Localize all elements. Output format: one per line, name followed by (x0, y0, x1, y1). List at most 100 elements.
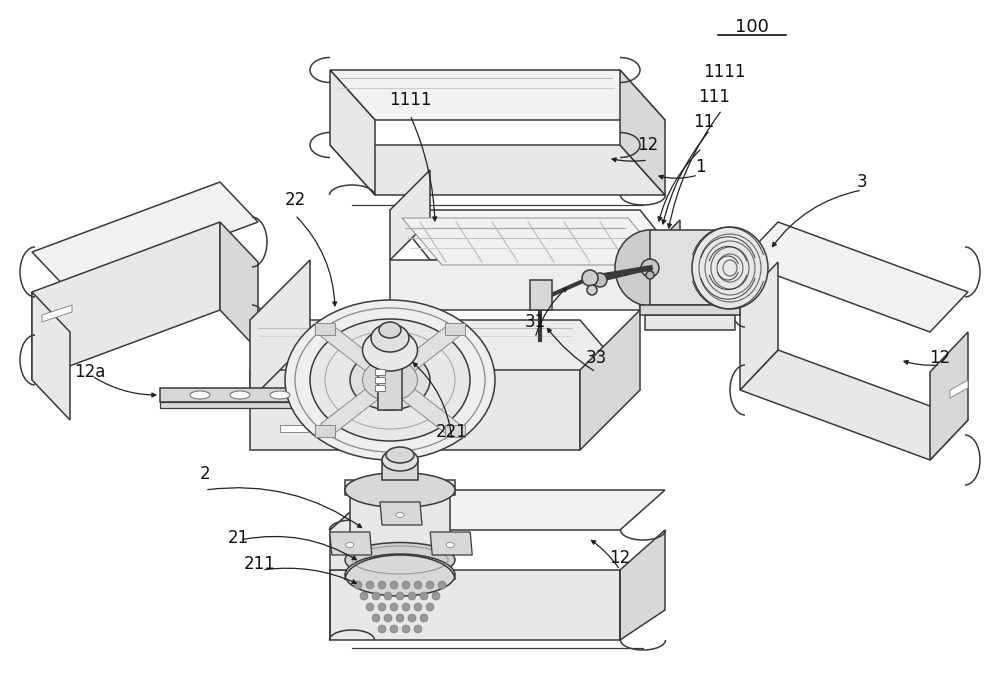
Polygon shape (345, 480, 455, 495)
Polygon shape (280, 425, 308, 432)
FancyArrowPatch shape (591, 541, 618, 568)
Polygon shape (530, 280, 552, 310)
Polygon shape (250, 370, 580, 450)
Polygon shape (330, 70, 375, 195)
Polygon shape (340, 425, 368, 432)
Ellipse shape (230, 391, 250, 399)
Polygon shape (740, 262, 778, 390)
Ellipse shape (270, 391, 290, 399)
Polygon shape (740, 222, 968, 332)
Circle shape (408, 614, 416, 622)
Ellipse shape (345, 554, 455, 596)
Polygon shape (375, 385, 385, 391)
Text: 1: 1 (695, 158, 705, 176)
Ellipse shape (641, 259, 659, 277)
FancyArrowPatch shape (297, 217, 337, 306)
Text: 1111: 1111 (389, 91, 431, 109)
Polygon shape (580, 310, 640, 450)
FancyArrowPatch shape (94, 377, 156, 397)
Text: 111: 111 (698, 88, 730, 106)
Polygon shape (160, 388, 380, 402)
Text: 12: 12 (609, 549, 631, 567)
Circle shape (420, 592, 428, 600)
Polygon shape (930, 332, 968, 460)
Text: 3: 3 (857, 173, 867, 191)
Polygon shape (321, 375, 396, 435)
FancyArrowPatch shape (413, 363, 452, 437)
Polygon shape (390, 170, 430, 260)
Ellipse shape (396, 512, 404, 517)
FancyArrowPatch shape (547, 329, 594, 370)
Circle shape (384, 592, 392, 600)
Polygon shape (375, 377, 385, 383)
Text: 221: 221 (436, 423, 468, 441)
Circle shape (414, 625, 422, 633)
Circle shape (402, 625, 410, 633)
Ellipse shape (379, 322, 401, 338)
FancyArrowPatch shape (659, 175, 695, 179)
Circle shape (372, 592, 380, 600)
Text: 33: 33 (585, 349, 607, 367)
FancyArrowPatch shape (904, 361, 937, 365)
Circle shape (378, 581, 386, 589)
Polygon shape (315, 323, 335, 335)
Circle shape (366, 603, 374, 611)
Circle shape (396, 614, 404, 622)
Polygon shape (430, 532, 472, 555)
Text: 21: 21 (227, 529, 249, 547)
Text: 211: 211 (244, 555, 276, 573)
Polygon shape (402, 218, 668, 265)
Ellipse shape (582, 270, 598, 286)
Polygon shape (250, 260, 310, 400)
Polygon shape (330, 70, 665, 120)
Polygon shape (315, 425, 335, 437)
Circle shape (402, 603, 410, 611)
Text: 1111: 1111 (703, 63, 745, 81)
Polygon shape (445, 323, 465, 335)
FancyArrowPatch shape (612, 158, 645, 162)
Polygon shape (445, 425, 465, 437)
Circle shape (390, 625, 398, 633)
Polygon shape (390, 210, 680, 260)
Polygon shape (32, 222, 220, 380)
Ellipse shape (382, 449, 418, 471)
Circle shape (426, 581, 434, 589)
Ellipse shape (345, 473, 455, 508)
Polygon shape (32, 292, 70, 420)
Ellipse shape (310, 319, 470, 441)
Polygon shape (640, 220, 680, 310)
Ellipse shape (692, 227, 768, 309)
Polygon shape (330, 570, 620, 640)
Circle shape (366, 581, 374, 589)
Circle shape (354, 581, 362, 589)
Circle shape (408, 592, 416, 600)
Ellipse shape (593, 273, 607, 287)
Ellipse shape (371, 324, 409, 352)
Circle shape (390, 581, 398, 589)
Ellipse shape (345, 543, 455, 578)
Polygon shape (384, 325, 459, 386)
Ellipse shape (646, 271, 654, 279)
Polygon shape (378, 350, 402, 410)
Ellipse shape (362, 359, 418, 401)
Polygon shape (32, 182, 258, 292)
Polygon shape (220, 222, 258, 350)
Circle shape (378, 625, 386, 633)
Text: 31: 31 (524, 313, 546, 331)
Ellipse shape (190, 391, 210, 399)
FancyArrowPatch shape (265, 568, 356, 583)
FancyArrowPatch shape (772, 191, 859, 246)
Polygon shape (950, 380, 968, 398)
FancyArrowPatch shape (208, 488, 362, 528)
Text: 12: 12 (929, 349, 951, 367)
Circle shape (372, 614, 380, 622)
Circle shape (396, 592, 404, 600)
Ellipse shape (346, 543, 354, 547)
FancyArrowPatch shape (536, 287, 567, 335)
Circle shape (414, 581, 422, 589)
Ellipse shape (350, 350, 430, 410)
Text: 22: 22 (284, 191, 306, 209)
Circle shape (414, 603, 422, 611)
FancyArrowPatch shape (662, 132, 708, 224)
Polygon shape (330, 490, 375, 570)
